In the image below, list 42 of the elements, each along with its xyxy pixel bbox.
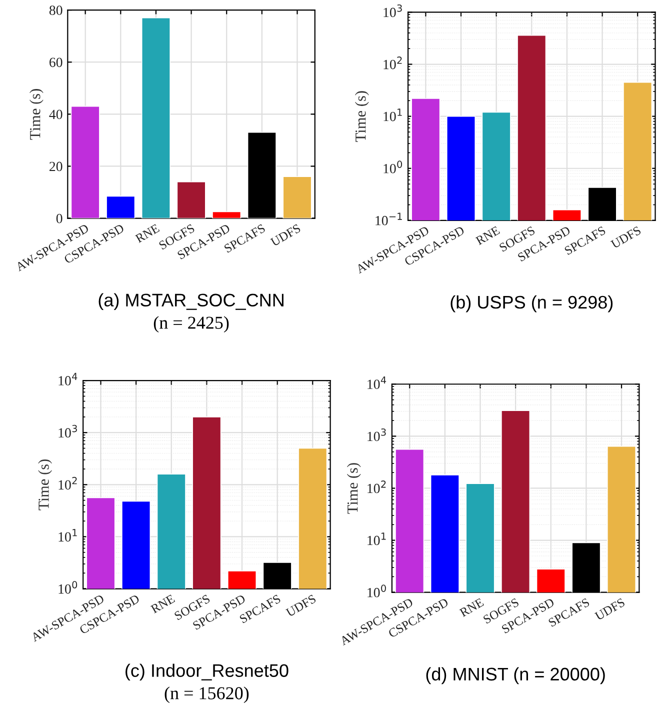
y-tick-label: 10$^{0}$ — [58, 581, 78, 594]
y-tick-label: 10$^{1}$ — [368, 532, 386, 546]
x-tick-label: UDFS — [610, 226, 642, 249]
text: (a) MSTAR_SOC_CNN — [98, 293, 284, 310]
y-tick-label: 10$^{1}$ — [58, 529, 77, 542]
x-tick-label: RNE — [150, 594, 176, 614]
y-axis-title: Time (s) — [346, 463, 361, 514]
x-tick-label: RNE — [459, 598, 484, 618]
text: (d) MNIST (n = 20000) — [426, 667, 605, 684]
y-tick-label: 10$^{1}$ — [384, 108, 402, 122]
text: (n = 15620) — [164, 686, 249, 703]
y-tick-label: 0 — [56, 214, 62, 224]
bar — [106, 196, 136, 218]
y-tick-label: 10$^{4}$ — [368, 376, 386, 390]
x-tick-label: RNE — [134, 224, 160, 243]
text: (b) USPS (n = 9298) — [450, 295, 613, 312]
y-tick-label: 10$^{3}$ — [368, 428, 386, 442]
y-axis-title: Time (s) — [30, 89, 44, 140]
y-tick-label: 10$^{3}$ — [58, 424, 77, 438]
x-tick-label: UDFS — [594, 598, 626, 621]
bar — [176, 181, 206, 218]
x-tick-label: RNE — [475, 226, 500, 246]
bar — [212, 211, 242, 218]
y-tick-label: 80 — [49, 6, 62, 16]
y-tick-label: 10$^{4}$ — [58, 372, 78, 386]
y-tick-label: 60 — [50, 58, 62, 68]
y-tick-label: 40 — [49, 110, 62, 120]
bar — [282, 176, 312, 218]
y-tick-label: 10$^{2}$ — [58, 476, 77, 490]
y-tick-label: 10$^{0}$ — [368, 584, 386, 598]
y-axis-title: Time (s) — [355, 91, 369, 142]
y-tick-label: 10$^{0}$ — [384, 160, 402, 174]
text: (c) Indoor_Resnet50 — [126, 664, 288, 681]
y-tick-label: 10$^{3}$ — [384, 4, 402, 18]
y-axis-title: Time (s) — [38, 459, 52, 510]
y-tick-label: 10$^{2}$ — [384, 56, 402, 70]
y-tick-label: 10$^{2}$ — [368, 480, 386, 494]
y-tick-label: 10$^{−1}$ — [376, 212, 402, 226]
bar — [141, 17, 171, 218]
bar — [70, 106, 100, 218]
text: (n = 2425) — [154, 316, 229, 333]
y-tick-label: 20 — [50, 162, 62, 172]
